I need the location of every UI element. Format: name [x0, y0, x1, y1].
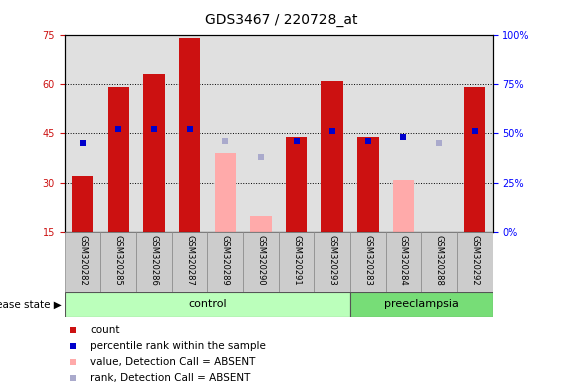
Bar	[464, 87, 485, 232]
Bar	[250, 216, 271, 232]
Bar	[314, 35, 350, 232]
Bar	[243, 232, 279, 292]
Bar	[357, 137, 378, 232]
Bar	[215, 153, 236, 232]
Bar	[350, 35, 386, 232]
Bar	[100, 35, 136, 232]
Text: GSM320282: GSM320282	[78, 235, 87, 286]
Text: GSM320293: GSM320293	[328, 235, 337, 286]
Bar	[65, 35, 100, 232]
Text: GSM320290: GSM320290	[256, 235, 265, 286]
Bar	[421, 232, 457, 292]
Bar	[457, 232, 493, 292]
Bar	[172, 232, 207, 292]
Bar	[279, 35, 314, 232]
Text: disease state ▶: disease state ▶	[0, 299, 62, 310]
Text: GSM320287: GSM320287	[185, 235, 194, 286]
Text: GSM320291: GSM320291	[292, 235, 301, 286]
Text: preeclampsia: preeclampsia	[384, 299, 459, 310]
Bar	[314, 232, 350, 292]
Bar	[386, 35, 421, 232]
Bar	[457, 35, 493, 232]
Text: control: control	[188, 299, 227, 310]
Bar	[243, 35, 279, 232]
Bar	[421, 35, 457, 232]
Bar	[286, 137, 307, 232]
Text: GSM320288: GSM320288	[435, 235, 444, 286]
Bar	[65, 232, 100, 292]
Bar	[143, 74, 164, 232]
Bar	[136, 232, 172, 292]
Text: value, Detection Call = ABSENT: value, Detection Call = ABSENT	[91, 357, 256, 367]
Bar	[321, 81, 343, 232]
Bar	[393, 180, 414, 232]
Bar	[108, 87, 129, 232]
Bar	[65, 292, 350, 317]
Text: count: count	[91, 325, 120, 335]
Text: percentile rank within the sample: percentile rank within the sample	[91, 341, 266, 351]
Bar	[179, 38, 200, 232]
Text: GSM320285: GSM320285	[114, 235, 123, 286]
Bar	[350, 292, 493, 317]
Text: GSM320286: GSM320286	[149, 235, 158, 286]
Text: GDS3467 / 220728_at: GDS3467 / 220728_at	[205, 13, 358, 27]
Bar	[207, 35, 243, 232]
Bar	[207, 232, 243, 292]
Text: GSM320292: GSM320292	[470, 235, 479, 286]
Text: GSM320283: GSM320283	[363, 235, 372, 286]
Bar	[136, 35, 172, 232]
Text: GSM320284: GSM320284	[399, 235, 408, 286]
Bar	[386, 232, 421, 292]
Bar	[279, 232, 314, 292]
Bar	[172, 35, 207, 232]
Bar	[350, 232, 386, 292]
Bar	[100, 232, 136, 292]
Bar	[72, 176, 93, 232]
Text: GSM320289: GSM320289	[221, 235, 230, 286]
Text: rank, Detection Call = ABSENT: rank, Detection Call = ABSENT	[91, 372, 251, 383]
